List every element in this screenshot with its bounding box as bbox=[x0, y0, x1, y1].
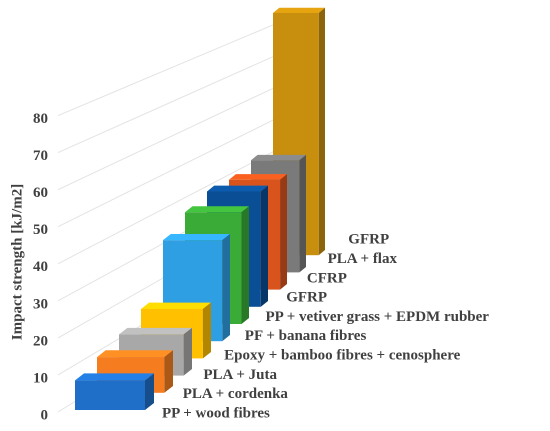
y-tick-label: 40 bbox=[33, 259, 48, 275]
category-label: PP + wood fibres bbox=[162, 405, 270, 421]
bar-top bbox=[119, 327, 192, 335]
bar-side bbox=[241, 206, 249, 324]
category-label: CFRP bbox=[307, 270, 347, 286]
bar-side bbox=[222, 233, 230, 342]
bar-top bbox=[273, 7, 325, 13]
category-label: PLA + flax bbox=[328, 251, 398, 267]
category-label: PF + banana fibres bbox=[245, 328, 367, 344]
y-tick-label: 60 bbox=[33, 185, 48, 201]
category-label: GFRP bbox=[348, 232, 389, 248]
grid-line bbox=[57, 44, 301, 154]
bar-3d bbox=[75, 373, 154, 410]
bars bbox=[75, 7, 325, 410]
y-axis-title: Impact strength [kJ/m2] bbox=[9, 184, 25, 340]
bar-top bbox=[141, 302, 211, 309]
bar-top bbox=[97, 350, 173, 358]
category-label: GFRP bbox=[286, 290, 327, 306]
bar-side bbox=[145, 373, 154, 410]
bar-side bbox=[202, 302, 211, 359]
y-tick-label: 80 bbox=[33, 111, 48, 127]
bar-side bbox=[164, 350, 173, 393]
grid-line bbox=[57, 13, 301, 116]
bar-top bbox=[75, 373, 154, 381]
bar-side bbox=[299, 154, 306, 273]
bar-top bbox=[251, 154, 306, 161]
bar-side bbox=[318, 7, 325, 256]
bar-top bbox=[185, 206, 249, 213]
y-tick-label: 20 bbox=[33, 333, 48, 349]
category-label: Epoxy + bamboo fibres + cenosphere bbox=[224, 348, 460, 364]
grid-line bbox=[57, 75, 301, 191]
bar-top bbox=[163, 233, 230, 241]
category-label: PLA + Juta bbox=[203, 367, 277, 383]
bar-side bbox=[183, 327, 192, 376]
bar-top bbox=[229, 174, 287, 180]
grid-line bbox=[57, 106, 301, 228]
y-tick-label: 0 bbox=[41, 407, 49, 423]
y-tick-label: 10 bbox=[33, 370, 48, 386]
bar-top bbox=[207, 185, 268, 192]
category-label: PLA + cordenka bbox=[183, 386, 289, 402]
y-tick-label: 50 bbox=[33, 222, 48, 238]
category-label: PP + vetiver grass + EPDM rubber bbox=[266, 309, 490, 325]
y-tick-label: 30 bbox=[33, 296, 48, 312]
y-tick-label: 70 bbox=[33, 148, 48, 164]
bar-side bbox=[260, 185, 268, 307]
bar bbox=[75, 380, 145, 410]
bar-side bbox=[280, 174, 287, 290]
